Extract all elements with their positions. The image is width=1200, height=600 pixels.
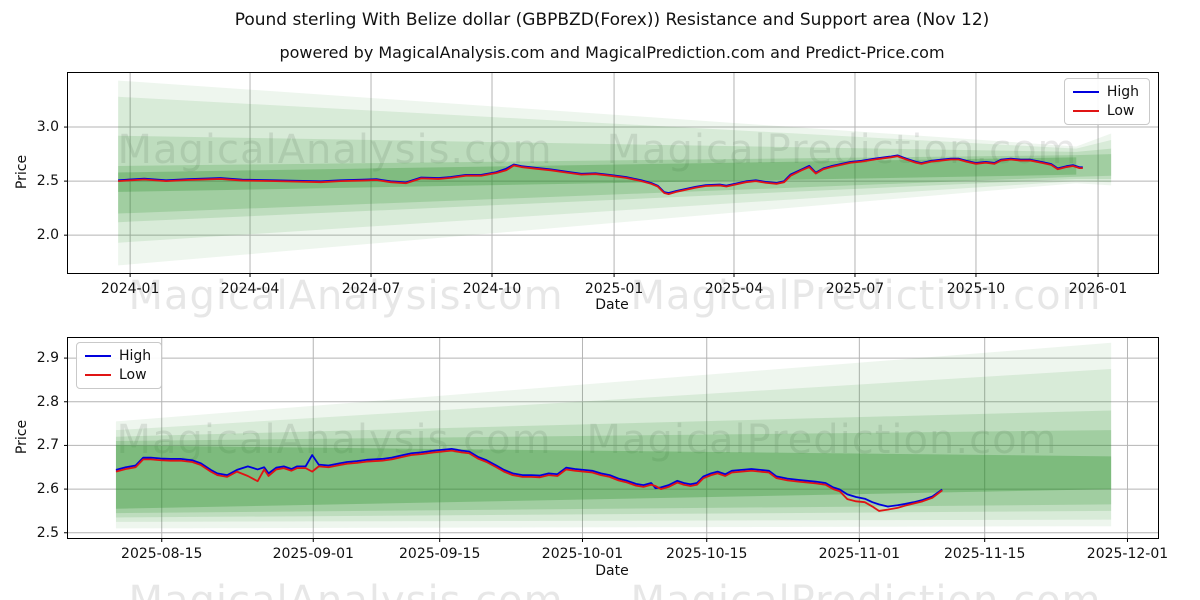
- legend-label-high: High: [1106, 84, 1139, 100]
- y-tick-label: 2.8: [36, 393, 59, 410]
- legend-item-high: High: [1072, 84, 1139, 100]
- x-tick-label: 2025-04: [704, 281, 764, 297]
- x-tick-label: 2025-09-15: [399, 546, 481, 562]
- y-tick-label: 2.0: [36, 227, 59, 244]
- y-tick-label: 2.9: [36, 350, 59, 367]
- y-axis-label-top: Price: [14, 154, 30, 190]
- legend-label-low: Low: [1106, 103, 1135, 119]
- x-axis-label-bottom: Date: [595, 563, 629, 579]
- x-tick-label: 2025-01: [584, 281, 644, 297]
- x-tick-label: 2025-09-01: [272, 546, 354, 562]
- support-resistance-band: [115, 430, 1112, 514]
- support-resistance-band: [115, 369, 1112, 522]
- x-tick-label: 2025-10-01: [541, 546, 624, 562]
- support-resistance-band: [115, 410, 1112, 518]
- plot-area: [64, 73, 1158, 277]
- x-tick-label: 2024-10: [462, 281, 522, 297]
- support-resistance-band: [118, 154, 1112, 214]
- x-tick-label: 2025-10-15: [666, 546, 748, 562]
- legend-label-high: High: [119, 348, 152, 364]
- x-tick-label: 2025-10: [946, 281, 1006, 297]
- legend: High Low: [76, 342, 163, 389]
- x-tick-label: 2025-08-15: [121, 546, 203, 562]
- y-tick-label: 2.5: [36, 524, 59, 541]
- watermark-text: MagicalPrediction.com: [586, 417, 1058, 463]
- watermark-text: MagicalAnalysis.com: [128, 273, 564, 319]
- support-resistance-band: [118, 96, 1112, 243]
- y-tick-label: 3.0: [36, 119, 59, 136]
- x-axis-label-top: Date: [595, 297, 629, 313]
- plot-area: [64, 338, 1158, 542]
- support-resistance-band: [118, 80, 1112, 266]
- legend: High Low: [1063, 78, 1150, 125]
- legend-item-low: Low: [85, 368, 151, 382]
- price-chart-top: High Low 2024-01 2024-04 2024-07 2024-10 202…: [37, 72, 1159, 297]
- x-tick-label: 2025-07: [825, 281, 885, 297]
- price-chart-bottom: High Low 2025-08-15 2025-09-01 2025-09-15 2…: [37, 337, 1168, 562]
- y-tick-label: 2.7: [36, 437, 59, 454]
- legend-item-high: High: [85, 349, 151, 363]
- x-tick-label: 2024-04: [220, 281, 280, 297]
- watermark-text: MagicalAnalysis.com: [128, 578, 563, 600]
- watermark-text: MagicalPrediction.com: [630, 273, 1102, 319]
- watermark-text: MagicalPrediction.com: [631, 578, 1102, 600]
- legend-label-low: Low: [119, 367, 147, 383]
- high-line-swatch: [85, 355, 111, 357]
- y-tick-label: 2.6: [36, 481, 59, 498]
- legend-item-low: Low: [1072, 103, 1139, 119]
- x-tick-label: 2024-01: [100, 281, 160, 297]
- x-tick-label: 2026-01: [1068, 281, 1128, 297]
- chart-subtitle: powered by MagicalAnalysis.com and Magic…: [279, 43, 945, 62]
- low-line-swatch: [85, 374, 111, 376]
- y-axis-label-bottom: Price: [14, 419, 30, 455]
- watermark-text: MagicalAnalysis.com: [117, 127, 553, 173]
- support-resistance-band: [118, 135, 1112, 223]
- low-line-swatch: [1072, 110, 1099, 112]
- series-line-low: [115, 449, 943, 512]
- x-tick-label: 2025-11-15: [944, 546, 1026, 562]
- series-line-high: [115, 448, 943, 508]
- x-tick-label: 2024-07: [341, 281, 401, 297]
- chart-title: Pound sterling With Belize dollar (GBPBZ…: [234, 10, 990, 30]
- x-tick-label: 2025-11-01: [818, 546, 901, 562]
- y-tick-label: 2.5: [36, 173, 59, 190]
- watermark-text: MagicalAnalysis.com: [116, 417, 552, 463]
- series-line-low: [118, 155, 1083, 195]
- support-resistance-band: [115, 342, 1112, 529]
- high-line-swatch: [1072, 91, 1099, 93]
- x-tick-label: 2025-12-01: [1086, 546, 1169, 562]
